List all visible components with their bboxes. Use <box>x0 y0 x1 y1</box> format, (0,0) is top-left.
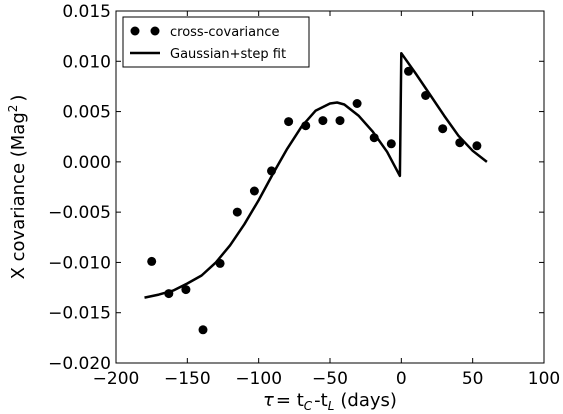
data-point <box>164 289 174 299</box>
y-tick-label: 0.015 <box>62 2 111 22</box>
x-tick-label: −200 <box>93 369 140 389</box>
y-tick-label: −0.010 <box>48 253 111 273</box>
ticks-layer: −200 −150 −100 −50 0 50 100 −0.020 −0.015 −0.010 −… <box>48 2 560 389</box>
data-point <box>301 121 311 131</box>
x-tick-label: 50 <box>462 369 484 389</box>
data-point <box>455 138 465 148</box>
plot-area <box>116 11 544 363</box>
x-tick-label: −150 <box>164 369 211 389</box>
x-axis-label-eq: = t <box>276 390 304 411</box>
legend-marker-dot <box>150 26 160 36</box>
y-tick-label: 0.010 <box>62 52 111 72</box>
y-axis-label-sup: 2 <box>6 105 20 113</box>
data-point <box>181 285 191 295</box>
y-tick-label: 0.000 <box>62 153 111 173</box>
data-point <box>352 99 362 108</box>
data-point <box>472 141 482 151</box>
x-axis-label-tau: τ <box>263 390 274 411</box>
x-tick-label: 100 <box>528 369 560 389</box>
data-point <box>215 258 225 268</box>
data-point <box>249 186 259 196</box>
fit-line <box>144 51 488 299</box>
x-axis-label-sub1: C <box>304 399 313 413</box>
y-axis-label-close: ) <box>8 95 29 102</box>
data-point <box>267 166 276 176</box>
x-axis-label-unit: (days) <box>340 390 397 411</box>
plot-frame <box>115 10 545 364</box>
data-point <box>404 66 413 76</box>
x-tick-label: 0 <box>396 369 407 389</box>
data-point <box>232 207 242 217</box>
data-point <box>421 91 431 100</box>
fit-layer <box>144 51 488 299</box>
y-tick-label: 0.005 <box>62 103 111 123</box>
data-point <box>318 116 328 126</box>
x-axis-label-sub2: L <box>328 399 335 413</box>
data-point <box>284 117 294 127</box>
data-point <box>198 325 208 335</box>
legend-label-fit: Gaussian+step fit <box>170 47 286 62</box>
y-axis-label-main: X covariance (Mag <box>8 112 29 279</box>
y-axis-label: X covariance (Mag2) <box>6 95 29 280</box>
legend-frame <box>122 16 310 68</box>
data-point <box>335 116 345 126</box>
legend: cross-covariance Gaussian+step fit <box>122 16 310 68</box>
data-point <box>369 133 379 143</box>
data-point <box>386 139 396 149</box>
data-point <box>147 256 157 266</box>
x-tick-label: −100 <box>235 369 282 389</box>
x-axis-label-mid: -t <box>314 390 328 411</box>
data-point <box>438 124 448 134</box>
y-tick-label: −0.005 <box>48 203 111 223</box>
y-tick-label: −0.020 <box>48 354 111 374</box>
x-axis-label: τ = tC -tL (days) <box>263 390 397 413</box>
points-layer <box>147 66 482 335</box>
legend-label-scatter: cross-covariance <box>170 25 279 40</box>
legend-marker-dot <box>130 26 140 36</box>
y-tick-label: −0.015 <box>48 304 111 324</box>
x-tick-label: −50 <box>312 369 348 389</box>
